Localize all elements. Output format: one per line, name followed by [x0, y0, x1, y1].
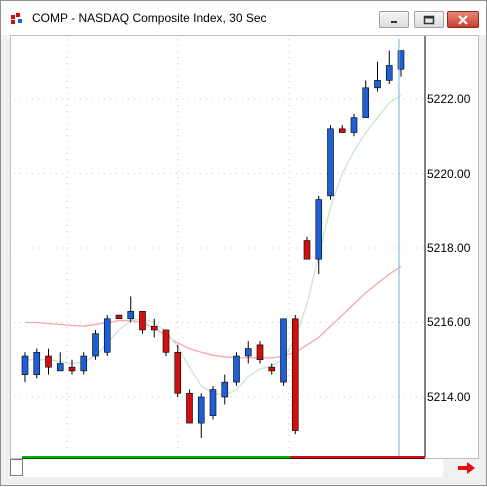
candle-up [315, 199, 323, 260]
session-bar [22, 456, 425, 459]
candle-up [92, 333, 99, 357]
candle-down [139, 311, 146, 331]
price-axis-label: 5220.00 [427, 167, 471, 181]
candle-up [33, 351, 41, 375]
candle-up [103, 318, 111, 353]
maximize-button[interactable] [414, 11, 444, 28]
title-bar[interactable]: COMP - NASDAQ Composite Index, 30 Sec [1, 1, 486, 35]
window-title: COMP - NASDAQ Composite Index, 30 Sec [32, 11, 267, 25]
candle-down [162, 329, 170, 353]
candle-up [80, 355, 88, 372]
chart-scrollbar[interactable] [10, 459, 443, 477]
candle-down [115, 314, 123, 320]
scrollbar-thumb[interactable] [10, 459, 23, 476]
candle-down [45, 355, 52, 368]
price-axis-label: 5214.00 [427, 390, 471, 404]
candle-up [362, 87, 370, 118]
candle-up [197, 396, 205, 424]
moving-average-fast-line [25, 94, 402, 396]
candle-down [256, 344, 264, 361]
app-chart-icon [11, 13, 22, 24]
chart-panel[interactable] [10, 35, 479, 459]
minimize-button[interactable] [379, 11, 409, 28]
candle-up [127, 311, 135, 320]
candle-up [221, 381, 229, 398]
candle-up [280, 318, 287, 383]
candle-up [56, 363, 64, 372]
candle-up [397, 50, 405, 70]
candle-down [150, 325, 158, 331]
candle-up [327, 128, 334, 197]
candle-down [68, 366, 76, 372]
scroll-right-arrow-icon[interactable] [456, 459, 478, 477]
candle-up [233, 355, 240, 383]
candle-up [350, 117, 358, 133]
candle-down [291, 318, 299, 431]
minimize-icon [391, 20, 397, 23]
close-button[interactable] [447, 11, 479, 28]
candle-down [268, 366, 276, 372]
price-axis-label: 5222.00 [427, 92, 471, 106]
candle-up [385, 65, 393, 81]
price-axis-label: 5216.00 [427, 315, 471, 329]
candle-up [374, 80, 381, 89]
candle-down [303, 240, 311, 260]
price-axis-label: 5218.00 [427, 241, 471, 255]
candle-down [186, 392, 193, 424]
candle-up [21, 355, 29, 375]
moving-average-slow-line [25, 266, 402, 359]
close-icon [458, 14, 468, 25]
maximize-icon [423, 15, 435, 24]
candle-down [174, 351, 182, 394]
candle-down [338, 128, 346, 133]
candle-up [209, 389, 217, 416]
candle-up [244, 348, 252, 357]
session-bar-extended [290, 456, 425, 459]
